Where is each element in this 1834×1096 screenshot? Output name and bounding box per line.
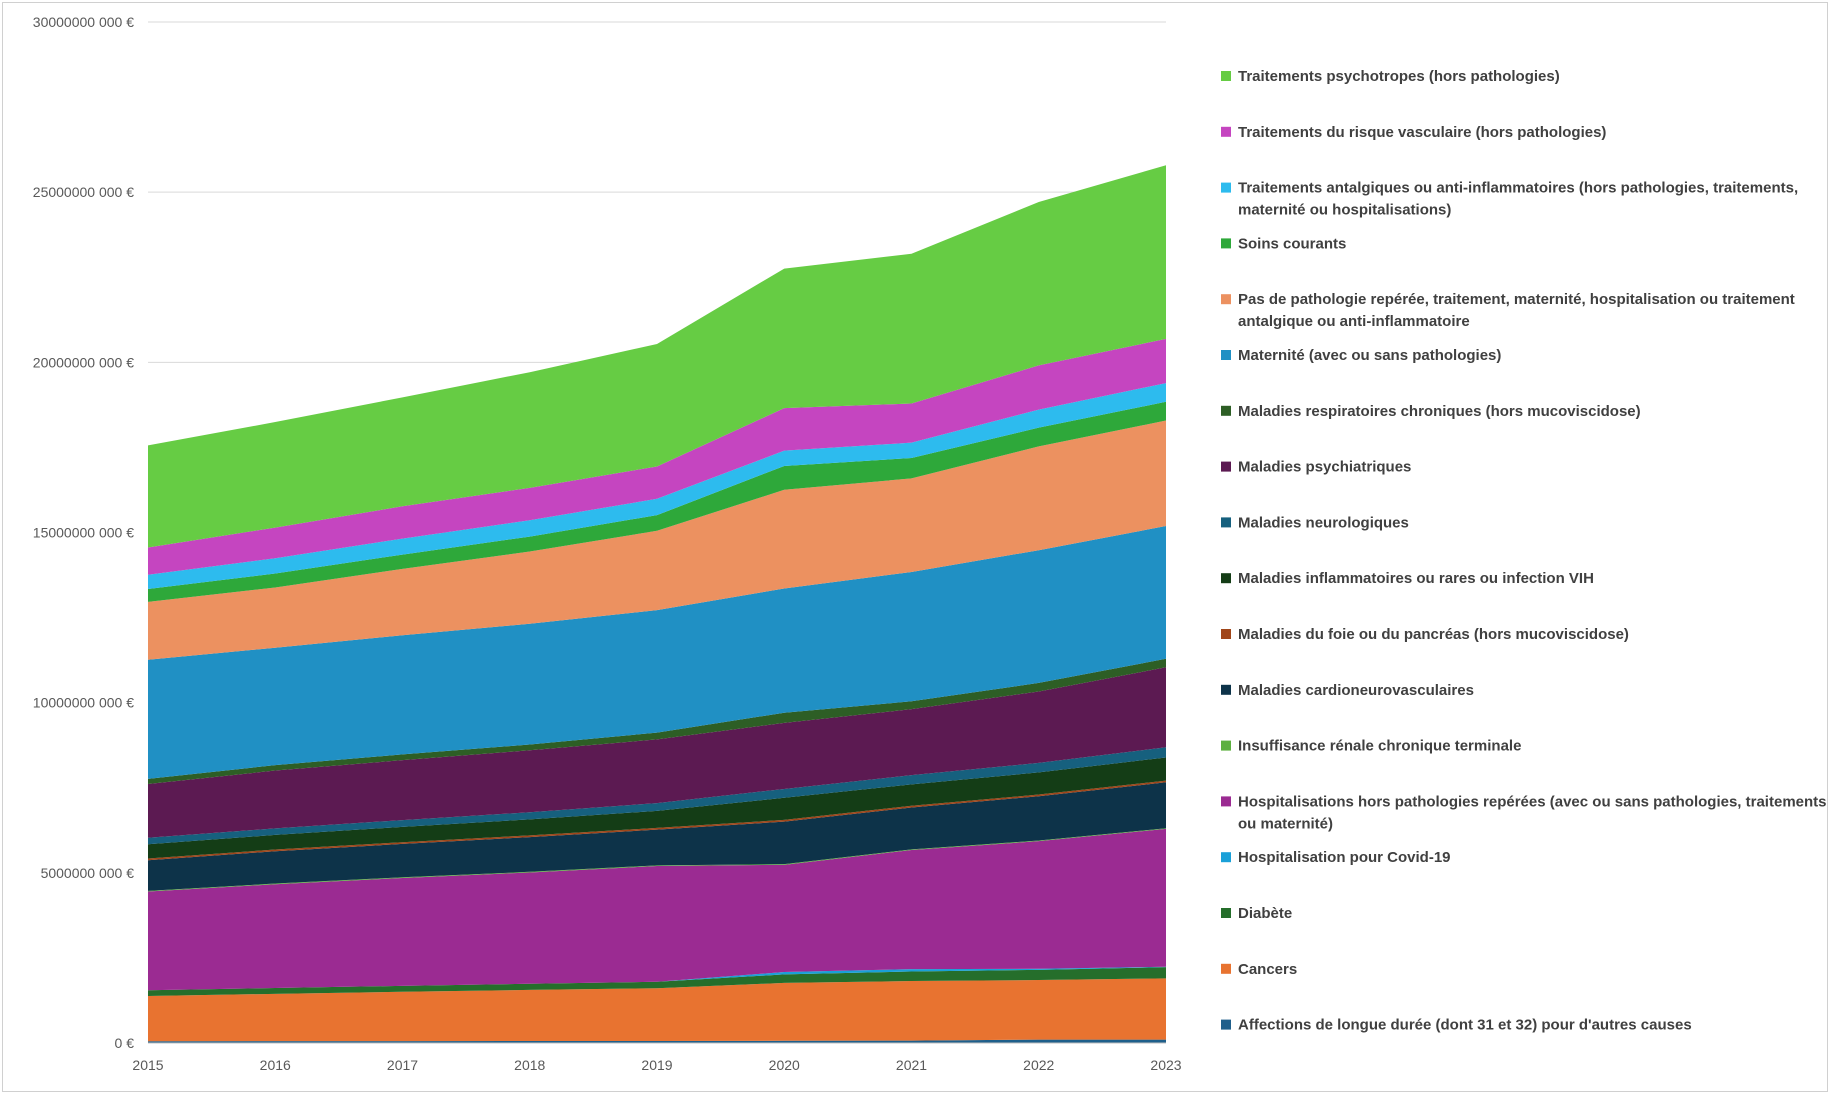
area-series-group — [148, 165, 1166, 1043]
legend-label: Traitements du risque vasculaire (hors p… — [1238, 124, 1606, 141]
legend-label: Hospitalisation pour Covid-19 — [1238, 849, 1451, 866]
legend-label: Maladies cardioneurovasculaires — [1238, 682, 1474, 699]
legend-swatch — [1221, 852, 1231, 863]
legend-label: Hospitalisations hors pathologies repéré… — [1238, 793, 1827, 832]
x-tick-label: 2020 — [769, 1057, 800, 1073]
x-tick-label: 2017 — [387, 1057, 418, 1073]
legend-label: Maladies neurologiques — [1238, 514, 1409, 531]
legend-swatch — [1221, 461, 1231, 472]
legend-label: Maladies psychiatriques — [1238, 459, 1411, 476]
area-series-7 — [148, 780, 1166, 861]
legend-entry: Affections de longue durée (dont 31 et 3… — [1221, 1017, 1692, 1034]
legend-swatch — [1221, 684, 1231, 695]
legend-entry: Maladies cardioneurovasculaires — [1221, 682, 1474, 699]
legend-entry: Maladies respiratoires chroniques (hors … — [1221, 403, 1641, 420]
legend-label: Diabète — [1238, 905, 1292, 922]
x-tick-label: 2022 — [1023, 1057, 1054, 1073]
area-series-0 — [148, 1039, 1166, 1043]
area-series-9 — [148, 747, 1166, 845]
area-series-16 — [148, 338, 1166, 575]
legend-entry: Maladies neurologiques — [1221, 514, 1409, 531]
legend-entry: Traitements psychotropes (hors pathologi… — [1221, 68, 1560, 85]
legend-swatch — [1221, 238, 1231, 249]
x-tick-label: 2021 — [896, 1057, 927, 1073]
legend-label: Pas de pathologie repérée, traitement, m… — [1238, 291, 1795, 330]
legend-entry: Maternité (avec ou sans pathologies) — [1221, 347, 1501, 364]
legend-label: Soins courants — [1238, 235, 1346, 252]
area-series-4 — [148, 828, 1166, 991]
legend-swatch — [1221, 908, 1231, 918]
legend-entry: Maladies psychiatriques — [1221, 459, 1411, 476]
y-tick-label: 10000000 000 € — [33, 695, 134, 711]
legend-label: Insuffisance rénale chronique terminale — [1238, 738, 1521, 755]
x-tick-label: 2023 — [1150, 1057, 1181, 1073]
legend-swatch — [1221, 1019, 1231, 1030]
y-axis: 0 € 5000000 000 € 10000000 000 € 15000000 0… — [33, 14, 134, 1051]
area-series-12 — [148, 526, 1166, 779]
area-series-8 — [148, 757, 1166, 859]
legend-entry: Hospitalisations hors pathologies repéré… — [1221, 793, 1827, 832]
legend: Traitements psychotropes (hors pathologi… — [1221, 68, 1827, 1034]
area-series-5 — [148, 828, 1166, 892]
y-tick-label: 5000000 000 € — [41, 865, 135, 881]
legend-swatch — [1221, 294, 1231, 305]
y-tick-label: 30000000 000 € — [33, 14, 134, 30]
legend-entry: Maladies du foie ou du pancréas (hors mu… — [1221, 626, 1629, 643]
area-series-2 — [148, 967, 1166, 997]
stacked-area-chart: 2015 2016 2017 2018 2019 2020 2021 2022 2023 0 €… — [33, 14, 1827, 1073]
legend-swatch — [1221, 126, 1231, 137]
legend-entry: Cancers — [1221, 961, 1297, 978]
legend-swatch — [1221, 405, 1231, 416]
legend-label: Maladies inflammatoires ou rares ou infe… — [1238, 570, 1594, 587]
area-series-17 — [148, 165, 1166, 548]
legend-label: Affections de longue durée (dont 31 et 3… — [1238, 1017, 1692, 1034]
y-tick-label: 20000000 000 € — [33, 354, 134, 370]
legend-label: Cancers — [1238, 961, 1297, 978]
legend-swatch — [1221, 517, 1231, 528]
area-series-15 — [148, 383, 1166, 589]
legend-entry: Pas de pathologie repérée, traitement, m… — [1221, 291, 1795, 330]
area-series-10 — [148, 667, 1166, 838]
legend-swatch — [1221, 796, 1231, 807]
legend-entry: Soins courants — [1221, 235, 1346, 252]
x-tick-label: 2015 — [132, 1057, 163, 1073]
legend-swatch — [1221, 182, 1231, 193]
legend-swatch — [1221, 71, 1231, 81]
area-series-14 — [148, 401, 1166, 602]
x-tick-label: 2018 — [514, 1057, 545, 1073]
y-tick-label: 25000000 000 € — [33, 184, 134, 200]
area-series-6 — [148, 782, 1166, 891]
legend-swatch — [1221, 350, 1231, 360]
area-series-3 — [148, 966, 1166, 991]
legend-entry: Traitements antalgiques ou anti-inflamma… — [1221, 180, 1798, 219]
x-axis: 2015 2016 2017 2018 2019 2020 2021 2022 2023 — [132, 1042, 1182, 1073]
legend-label: Traitements psychotropes (hors pathologi… — [1238, 68, 1560, 85]
legend-entry: Maladies inflammatoires ou rares ou infe… — [1221, 570, 1594, 587]
x-tick-label: 2016 — [260, 1057, 291, 1073]
legend-swatch — [1221, 963, 1231, 974]
area-series-11 — [148, 658, 1166, 785]
area-series-1 — [148, 978, 1166, 1042]
y-tick-label: 0 € — [115, 1035, 135, 1051]
legend-label: Traitements antalgiques ou anti-inflamma… — [1238, 180, 1798, 219]
legend-label: Maternité (avec ou sans pathologies) — [1238, 347, 1501, 364]
area-series-13 — [148, 420, 1166, 660]
y-tick-label: 15000000 000 € — [33, 525, 134, 541]
legend-entry: Hospitalisation pour Covid-19 — [1221, 849, 1451, 866]
legend-entry: Traitements du risque vasculaire (hors p… — [1221, 124, 1606, 141]
x-tick-label: 2019 — [641, 1057, 672, 1073]
legend-swatch — [1221, 740, 1231, 751]
legend-label: Maladies du foie ou du pancréas (hors mu… — [1238, 626, 1629, 643]
legend-entry: Diabète — [1221, 905, 1292, 922]
legend-swatch — [1221, 573, 1231, 584]
legend-label: Maladies respiratoires chroniques (hors … — [1238, 403, 1641, 420]
legend-swatch — [1221, 629, 1231, 639]
legend-entry: Insuffisance rénale chronique terminale — [1221, 738, 1521, 755]
